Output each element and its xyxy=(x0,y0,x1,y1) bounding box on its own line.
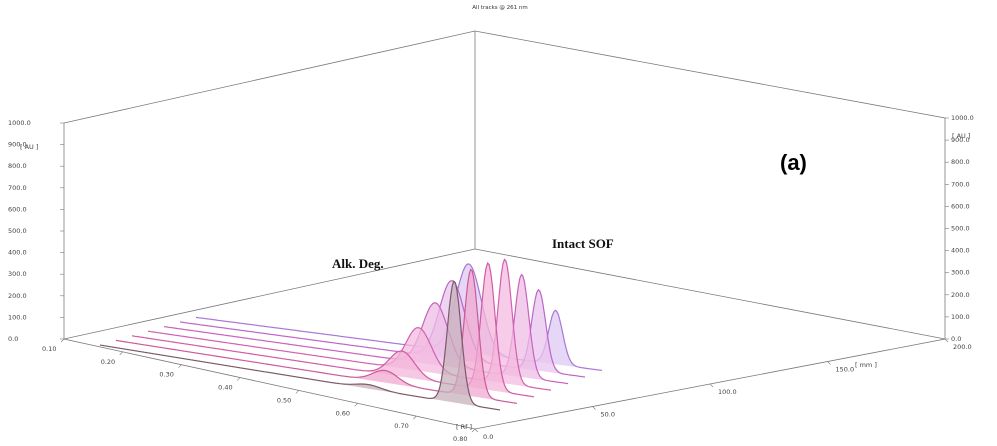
left-y-tick-label: 300.0 xyxy=(8,270,27,278)
depth-tick-mark xyxy=(944,338,949,343)
x-tick-mark xyxy=(119,351,123,356)
trace-area xyxy=(116,269,517,404)
x-tick-mark xyxy=(60,338,65,343)
x-tick-label: 0.10 xyxy=(42,345,56,353)
left-y-tick-label: 400.0 xyxy=(8,249,27,257)
traces xyxy=(99,258,603,411)
left-y-tick-label: 1000.0 xyxy=(8,119,31,127)
x-axis: 0.10 0.20 0.30 0.40 0.50 0.60 0.70 0.80 xyxy=(42,338,476,443)
x-tick-mark xyxy=(178,364,182,368)
trace-area xyxy=(132,263,534,397)
right-y-tick-label: 400.0 xyxy=(951,247,970,255)
right-y-tick-label: 800.0 xyxy=(951,158,970,166)
annotation-intact-sof: Intact SOF xyxy=(552,236,614,251)
depth-tick-label: 50.0 xyxy=(601,411,615,419)
x-tick-label: 0.60 xyxy=(336,409,350,417)
x-tick-label: 0.30 xyxy=(159,371,173,379)
x-tick-mark xyxy=(295,390,300,394)
x-tick-label: 0.70 xyxy=(394,422,408,430)
x-tick-label: 0.50 xyxy=(277,396,291,404)
depth-tick-label: 150.0 xyxy=(836,366,855,374)
depth-axis-label: [ mm ] xyxy=(855,361,877,369)
left-y-tick-label: 200.0 xyxy=(8,292,27,300)
depth-tick-mark xyxy=(827,361,831,365)
right-y-tick-label: 900.0 xyxy=(951,136,970,144)
right-y-tick-label: 600.0 xyxy=(951,202,970,210)
left-y-axis: 0.0 100.0 200.0 300.0 400.0 500.0 600.0 700.0 80… xyxy=(8,119,64,343)
depth-axis: 0.0 50.0 100.0 150.0 200.0 xyxy=(474,338,972,441)
x-tick-mark xyxy=(413,415,417,420)
right-y-tick-label: 100.0 xyxy=(951,313,970,321)
x-tick-mark xyxy=(354,403,358,407)
right-y-tick-label: 200.0 xyxy=(951,291,970,299)
trace-area xyxy=(196,264,602,371)
x-tick-label: 0.40 xyxy=(218,384,232,392)
depth-tick-label: 0.0 xyxy=(483,433,493,441)
right-y-tick-label: 0.0 xyxy=(951,335,961,343)
trace-area xyxy=(180,280,585,377)
x-tick-label: 0.80 xyxy=(453,435,467,443)
depth-tick-mark xyxy=(592,406,596,410)
panel-label: (a) xyxy=(780,150,807,175)
right-y-tick-label: 1000.0 xyxy=(951,114,974,122)
right-y-tick-label: 500.0 xyxy=(951,225,970,233)
left-y-tick-label: 100.0 xyxy=(8,313,27,321)
trace-area xyxy=(164,274,568,384)
chart-title: All tracks @ 261 nm xyxy=(472,5,528,11)
left-y-tick-label: 700.0 xyxy=(8,184,27,192)
left-y-tick-label: 0.0 xyxy=(8,335,18,343)
right-y-axis-label: [ AU ] xyxy=(952,132,970,140)
left-y-tick-label: 600.0 xyxy=(8,205,27,213)
left-y-tick-label: 900.0 xyxy=(8,141,27,149)
x-tick-mark xyxy=(236,377,241,381)
right-y-tick-label: 700.0 xyxy=(951,180,970,188)
left-y-axis-label: [ AU ] xyxy=(20,143,38,151)
right-y-tick-label: 300.0 xyxy=(951,269,970,277)
trace-area xyxy=(148,259,551,391)
left-y-tick-label: 500.0 xyxy=(8,227,27,235)
x-axis-label: [ Rf ] xyxy=(456,423,472,431)
x-tick-label: 0.20 xyxy=(101,358,115,366)
trace-area xyxy=(100,281,500,410)
depth-tick-mark xyxy=(474,428,479,433)
trace-line xyxy=(99,280,501,411)
left-y-tick-label: 800.0 xyxy=(8,162,27,170)
depth-tick-label: 100.0 xyxy=(718,388,737,396)
right-y-axis: 0.0 100.0 200.0 300.0 400.0 500.0 600.0 700.0 80… xyxy=(945,114,974,343)
annotation-alk-deg: Alk. Deg. xyxy=(332,256,384,271)
depth-tick-label: 200.0 xyxy=(953,343,972,351)
depth-tick-mark xyxy=(709,383,714,388)
x-tick-mark xyxy=(471,428,476,433)
